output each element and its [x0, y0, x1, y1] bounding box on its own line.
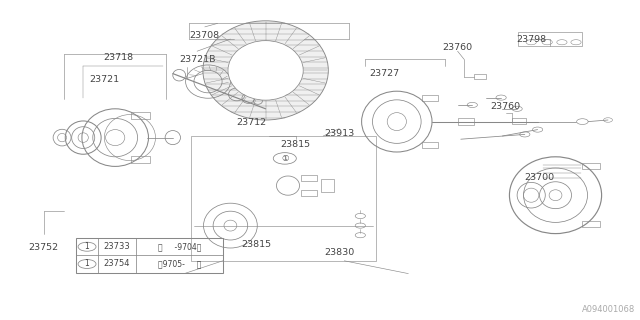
Bar [76, 238, 223, 273]
Bar [422, 142, 438, 148]
Text: 23798: 23798 [516, 35, 547, 44]
Text: 23752: 23752 [28, 243, 59, 252]
Bar [301, 175, 317, 181]
Bar [422, 95, 438, 101]
Text: A094001068: A094001068 [582, 305, 635, 314]
Text: 23815: 23815 [241, 240, 271, 249]
Bar [474, 74, 486, 79]
Text: 23760: 23760 [442, 44, 473, 52]
Text: 23727: 23727 [369, 69, 399, 78]
Bar [582, 221, 600, 227]
Bar [301, 190, 317, 196]
Bar [191, 136, 376, 261]
Text: 23721B: 23721B [179, 55, 216, 64]
Ellipse shape [228, 41, 303, 100]
Text: 〈     -9704〉: 〈 -9704〉 [158, 242, 202, 251]
Text: 23712: 23712 [236, 118, 266, 127]
Text: 23700: 23700 [524, 173, 554, 182]
Bar [582, 163, 600, 169]
Bar [131, 112, 150, 119]
Bar [518, 32, 582, 46]
Bar [458, 118, 474, 125]
Text: 23754: 23754 [103, 260, 130, 268]
Ellipse shape [203, 21, 328, 120]
Text: 23708: 23708 [189, 31, 220, 40]
Text: 23815: 23815 [280, 140, 311, 149]
Text: 1: 1 [84, 242, 90, 251]
Text: 23733: 23733 [103, 242, 130, 251]
Bar [321, 179, 334, 192]
Text: 1: 1 [84, 260, 90, 268]
Text: 〈9705-     〉: 〈9705- 〉 [158, 260, 202, 268]
Text: 23830: 23830 [324, 248, 355, 257]
Text: 23760: 23760 [490, 102, 521, 111]
Text: 23913: 23913 [324, 129, 355, 138]
Text: 23718: 23718 [103, 53, 134, 62]
Bar [512, 118, 526, 124]
Bar [131, 156, 150, 163]
Text: 23721: 23721 [89, 76, 120, 84]
Text: ①: ① [281, 154, 289, 163]
